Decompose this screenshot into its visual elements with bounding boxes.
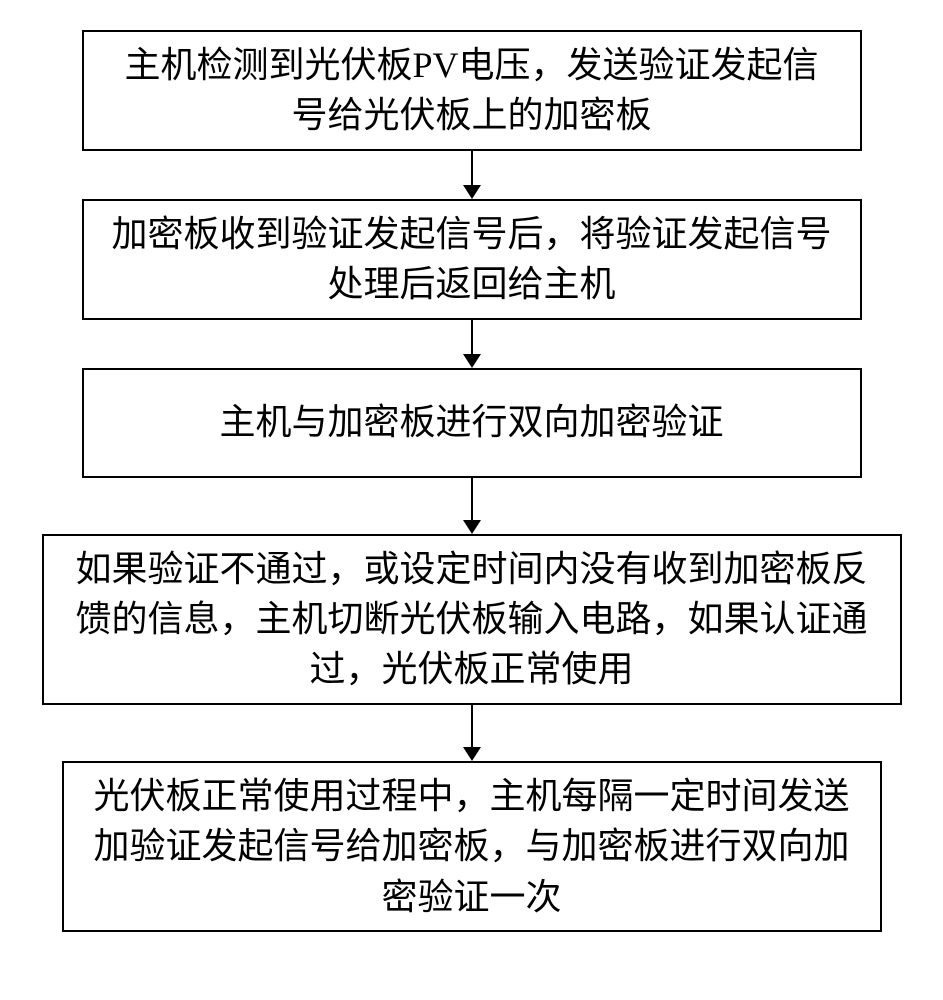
arrow-head [463,354,481,368]
node-text: 主机与加密板进行双向加密验证 [219,397,723,447]
flowchart-container: 主机检测到光伏板PV电压，发送验证发起信号给光伏板上的加密板加密板收到验证发起信… [42,30,902,932]
flowchart-node-n2: 加密板收到验证发起信号后，将验证发起信号处理后返回给主机 [82,199,862,320]
arrow-head [463,747,481,761]
node-text: 加密板收到验证发起信号后，将验证发起信号处理后返回给主机 [108,209,836,310]
arrow-down-icon [463,478,481,534]
arrow-down-icon [463,320,481,368]
arrow-shaft [471,320,473,354]
flowchart-node-n3: 主机与加密板进行双向加密验证 [82,368,862,478]
arrow-shaft [471,478,473,520]
flowchart-node-n1: 主机检测到光伏板PV电压，发送验证发起信号给光伏板上的加密板 [82,30,862,151]
flowchart-node-n4: 如果验证不通过，或设定时间内没有收到加密板反馈的信息，主机切断光伏板输入电路，如… [42,534,902,705]
node-text: 主机检测到光伏板PV电压，发送验证发起信号给光伏板上的加密板 [108,40,836,141]
arrow-head [463,185,481,199]
node-text: 如果验证不通过，或设定时间内没有收到加密板反馈的信息，主机切断光伏板输入电路，如… [68,544,876,695]
arrow-down-icon [463,151,481,199]
flowchart-node-n5: 光伏板正常使用过程中，主机每隔一定时间发送加验证发起信号给加密板，与加密板进行双… [62,761,882,932]
node-text: 光伏板正常使用过程中，主机每隔一定时间发送加验证发起信号给加密板，与加密板进行双… [88,771,856,922]
arrow-down-icon [463,705,481,761]
arrow-shaft [471,151,473,185]
arrow-shaft [471,705,473,747]
arrow-head [463,520,481,534]
